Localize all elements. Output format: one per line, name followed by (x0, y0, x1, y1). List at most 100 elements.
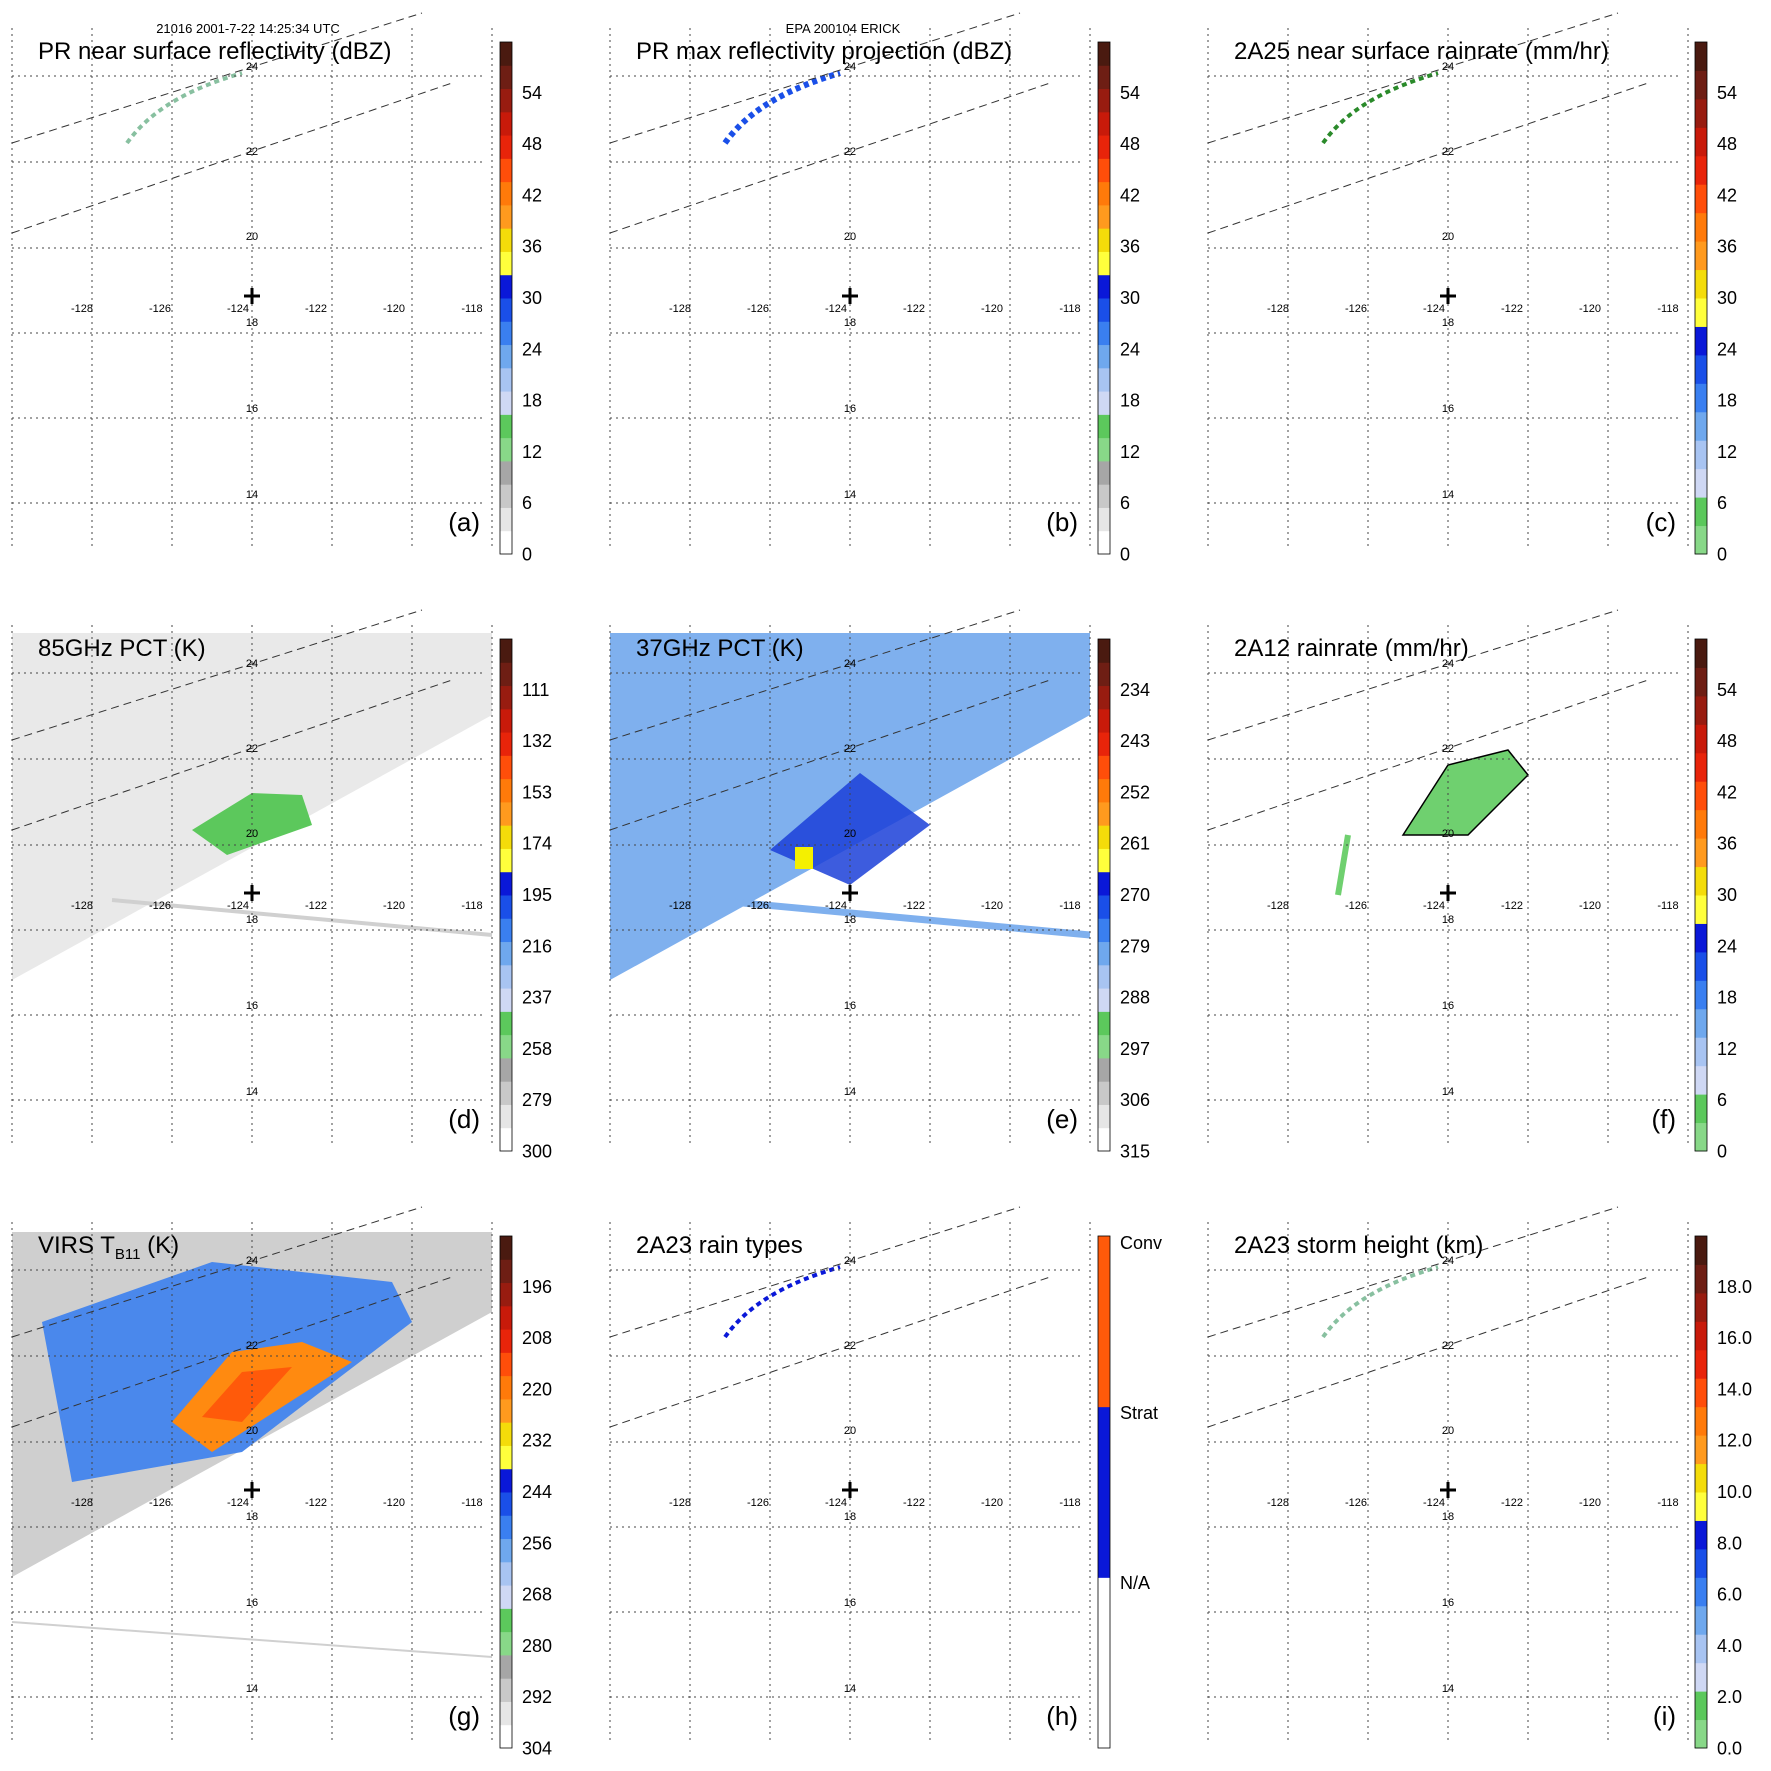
colorbar-segment (1098, 437, 1110, 462)
colorbar-segment (1695, 1122, 1707, 1152)
lon-label: -126 (747, 1497, 769, 1509)
lat-label: 20 (246, 231, 258, 243)
storm-center-icon (1440, 885, 1456, 901)
colorbar-i: 18.0 16.0 14.0 12.0 10.0 8.0 6.0 4.0 2.0 0.0 (1694, 1235, 1752, 1758)
lon-label: -118 (1657, 900, 1678, 912)
panel-title-g: VIRS TB11 (K) (38, 1232, 179, 1263)
colorbar-segment (500, 1352, 512, 1377)
swath-hotspot-e (795, 847, 813, 869)
colorbar-segment (1098, 1057, 1110, 1082)
lat-label: 20 (246, 828, 258, 840)
panel-f: -128 -126 -124 -122 -120 -118 24 22 20 18 16 14 2A12… (1207, 609, 1737, 1161)
colorbar-segment (500, 507, 512, 532)
lat-label: 20 (1442, 828, 1454, 840)
colorbar-segment (1098, 964, 1110, 989)
colorbar-tick-label: 18 (522, 391, 542, 411)
colorbar-segment (500, 1515, 512, 1540)
panel-label-h: (h) (1046, 1701, 1078, 1731)
colorbar-segment (500, 1468, 512, 1493)
colorbar-segment (1098, 778, 1110, 803)
swath-edge-g (11, 1621, 493, 1658)
colorbar-segment (1098, 1577, 1110, 1749)
colorbar-segment (1098, 1011, 1110, 1036)
colorbar-segment (1695, 1406, 1707, 1436)
lat-label: 14 (844, 1683, 856, 1695)
colorbar-segment (1098, 530, 1110, 555)
panel-title-e: 37GHz PCT (K) (636, 635, 804, 662)
lon-label: -122 (305, 900, 327, 912)
colorbar-tick-label: 18 (1717, 391, 1737, 411)
colorbar-tick-label: 132 (522, 731, 552, 751)
swath-line-upper-c (1207, 12, 1619, 144)
colorbar-frame (1694, 1235, 1708, 1749)
cloud-center-g (202, 1367, 292, 1422)
lat-label: 16 (246, 1000, 258, 1012)
colorbar-segment (500, 530, 512, 555)
lon-label: -120 (981, 303, 1003, 315)
panel-label-g: (g) (448, 1701, 480, 1731)
colorbar-segment (1098, 1127, 1110, 1152)
colorbar-segment (500, 848, 512, 873)
swath-line-lower-b (609, 82, 1051, 234)
colorbar-tick-label: 6 (522, 493, 532, 513)
colorbar-segment (1695, 383, 1707, 413)
lat-label: 20 (246, 1425, 258, 1437)
colorbar-segment (1098, 88, 1110, 113)
colorbar-frame (499, 41, 513, 555)
panel-title-h: 2A23 rain types (636, 1232, 803, 1259)
swath-line-upper-a (11, 12, 423, 144)
colorbar-frame (1694, 41, 1708, 555)
colorbar-segment (1695, 639, 1707, 668)
colorbar-tick-label: 234 (1120, 680, 1150, 700)
lon-label: -124 (825, 900, 847, 912)
lon-label: -128 (669, 900, 691, 912)
colorbar-segment (500, 1259, 512, 1284)
colorbar-tick-label: 279 (1120, 936, 1150, 956)
swath-line-upper-h (609, 1206, 1021, 1338)
colorbar-tick-label: 54 (1120, 83, 1140, 103)
colorbar-segment (1695, 1691, 1707, 1721)
colorbar-segment (1695, 497, 1707, 527)
colorbar-tick-label: 153 (522, 782, 552, 802)
colorbar-segment (1695, 127, 1707, 157)
colorbar-segment (1695, 354, 1707, 384)
colorbar-segment (500, 158, 512, 183)
lat-label: 24 (844, 1255, 856, 1267)
colorbar-segment (1695, 1236, 1707, 1265)
lat-label: 24 (246, 658, 258, 670)
colorbar-segment (1695, 923, 1707, 953)
colorbar-segment (1098, 274, 1110, 299)
lat-label: 14 (844, 489, 856, 501)
colorbar-frame (1097, 1235, 1111, 1749)
colorbar-h: Conv Strat N/A (1097, 1233, 1162, 1749)
storm-center-icon (1440, 288, 1456, 304)
panel-label-d: (d) (448, 1104, 480, 1134)
colorbar-tick-label: 12 (1120, 442, 1140, 462)
lat-label: 16 (844, 403, 856, 415)
colorbar-segment (500, 460, 512, 485)
colorbar-segment (500, 732, 512, 756)
lon-label: -128 (669, 303, 691, 315)
colorbar-segment (1695, 1321, 1707, 1351)
panel-label-a: (a) (448, 507, 480, 537)
colorbar-tick-label: 315 (1120, 1141, 1150, 1161)
colorbar-segment (500, 1081, 512, 1105)
lat-label: 16 (1442, 1597, 1454, 1609)
colorbar-segment (1695, 1634, 1707, 1664)
rain-band-b (722, 70, 841, 145)
lat-label: 22 (1442, 743, 1454, 755)
colorbar-tick-label: 4.0 (1717, 1636, 1742, 1656)
colorbar-tick-label: 48 (1120, 134, 1140, 154)
colorbar-segment (1695, 269, 1707, 299)
colorbar-segment (500, 1724, 512, 1749)
lat-label: 22 (246, 1340, 258, 1352)
lon-label: -124 (1423, 1497, 1445, 1509)
swath-line-upper-f (1207, 609, 1619, 741)
colorbar-tick-label: 12.0 (1717, 1431, 1752, 1451)
colorbar-tick-label: 268 (522, 1585, 552, 1605)
colorbar-segment (1695, 1719, 1707, 1749)
panel-title-d: 85GHz PCT (K) (38, 635, 206, 662)
colorbar-segment (1098, 1034, 1110, 1059)
colorbar-segment (1098, 755, 1110, 780)
colorbar-segment (500, 1631, 512, 1656)
